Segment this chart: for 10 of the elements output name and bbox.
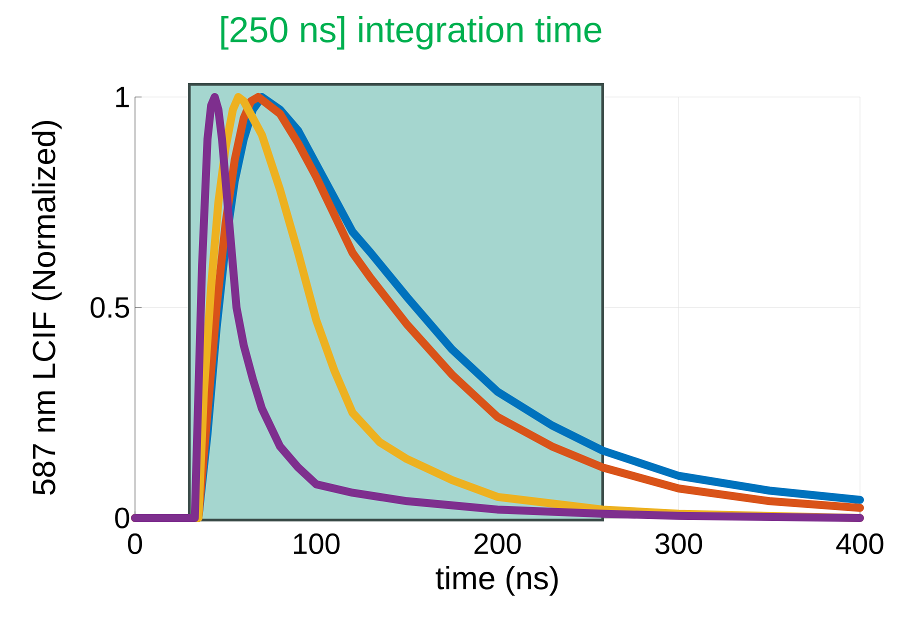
x-tick-label: 300 bbox=[655, 533, 702, 554]
x-axis-title: time (ns) bbox=[436, 566, 558, 596]
y-axis-title: 587 nm LCIF (Normalized) bbox=[32, 121, 62, 495]
y-tick-label: 0 bbox=[115, 508, 130, 528]
chart-title: [250 ns] integration time bbox=[221, 16, 602, 50]
y-tick-label: 0.5 bbox=[90, 297, 130, 318]
y-tick-label: 1 bbox=[116, 86, 129, 108]
x-tick-label: 400 bbox=[836, 533, 884, 554]
x-tick-label: 200 bbox=[474, 533, 521, 554]
x-tick-label: 100 bbox=[294, 533, 340, 554]
